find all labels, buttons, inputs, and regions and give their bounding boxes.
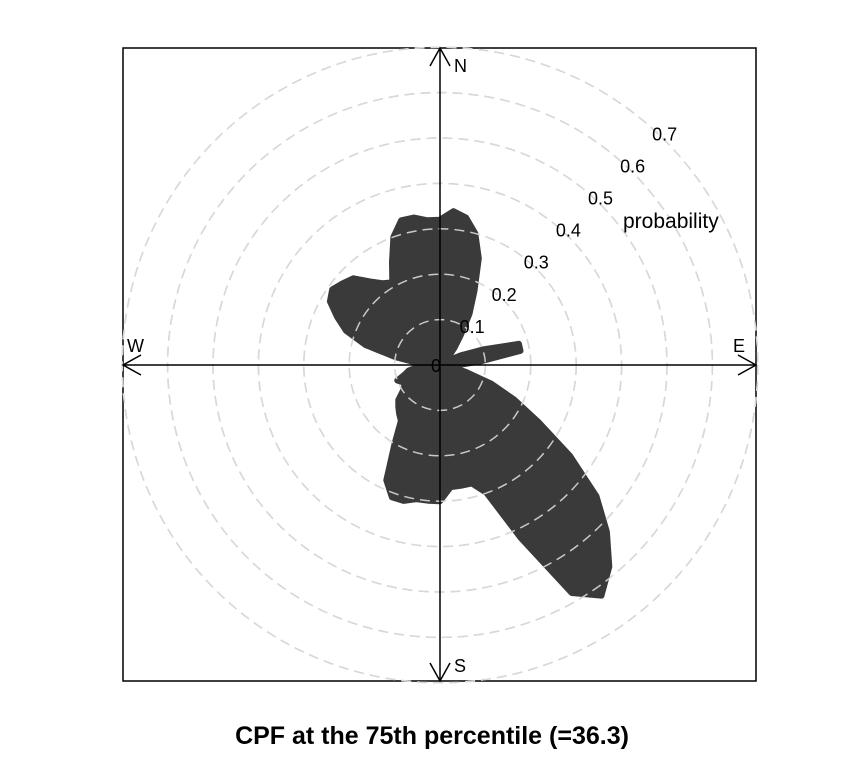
data-layer: [326, 208, 613, 599]
radial-tick-label: 0.7: [652, 124, 677, 144]
radial-tick-label: 0.1: [460, 317, 485, 337]
direction-label-s: S: [454, 656, 466, 676]
chart-title: CPF at the 75th percentile (=36.3): [235, 722, 629, 750]
direction-label-w: W: [127, 336, 144, 356]
direction-label-n: N: [454, 56, 467, 76]
radial-tick-label: 0.4: [556, 221, 581, 241]
radial-tick-label: 0.6: [620, 156, 645, 176]
north-arrow-icon: [429, 46, 451, 67]
radial-tick-label: 0.3: [524, 253, 549, 273]
direction-label-e: E: [733, 336, 745, 356]
tick-label-layer: 0 0.1 0.2 0.3 0.4 0.5 0.6 0.7: [431, 124, 677, 376]
east-arrow-icon: [737, 354, 758, 376]
axis-layer: N E S W: [121, 46, 758, 683]
radial-tick-label: 0.2: [492, 285, 517, 305]
south-arrow-icon: [429, 662, 451, 683]
radial-tick-label: 0: [431, 356, 441, 376]
west-arrow-icon: [121, 354, 142, 376]
radial-tick-label: 0.5: [588, 189, 613, 209]
probability-area: [326, 208, 613, 599]
radial-axis-label: probability: [623, 210, 719, 233]
